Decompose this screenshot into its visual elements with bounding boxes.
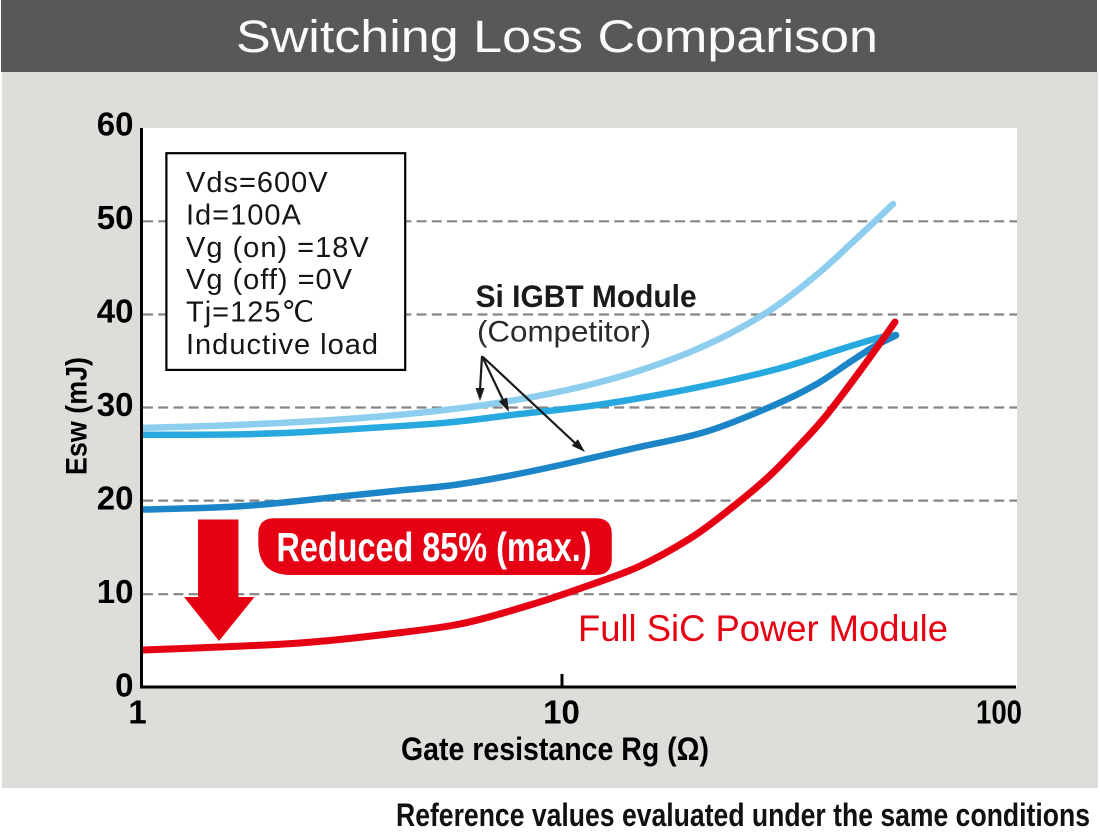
svg-text:Vds=600V: Vds=600V	[186, 167, 329, 199]
svg-text:0: 0	[115, 667, 133, 704]
svg-text:20: 20	[97, 480, 134, 517]
svg-text:Reduced 85% (max.): Reduced 85% (max.)	[277, 524, 592, 570]
svg-text:Gate resistance Rg (Ω): Gate resistance Rg (Ω)	[401, 731, 709, 767]
svg-text:1: 1	[128, 694, 146, 731]
svg-text:10: 10	[543, 694, 580, 731]
svg-text:10: 10	[97, 573, 134, 610]
svg-text:100: 100	[976, 694, 1022, 731]
svg-text:Switching Loss Comparison: Switching Loss Comparison	[236, 11, 878, 62]
svg-text:Inductive load: Inductive load	[186, 329, 379, 361]
svg-text:Id=100A: Id=100A	[186, 199, 302, 231]
svg-text:Tj=125℃: Tj=125℃	[186, 297, 315, 329]
svg-text:60: 60	[97, 106, 134, 143]
svg-text:Vg (off) =0V: Vg (off) =0V	[186, 264, 353, 296]
svg-text:50: 50	[97, 199, 134, 236]
svg-text:40: 40	[97, 293, 134, 330]
svg-text:Reference values evaluated und: Reference values evaluated under the sam…	[396, 797, 1090, 833]
svg-text:(Competitor): (Competitor)	[477, 316, 651, 349]
svg-text:30: 30	[97, 386, 134, 423]
svg-text:Esw (mJ): Esw (mJ)	[61, 357, 94, 475]
svg-text:Full SiC Power Module: Full SiC Power Module	[578, 608, 948, 649]
svg-text:Si IGBT Module: Si IGBT Module	[476, 278, 697, 314]
svg-text:Vg (on) =18V: Vg (on) =18V	[186, 232, 370, 264]
